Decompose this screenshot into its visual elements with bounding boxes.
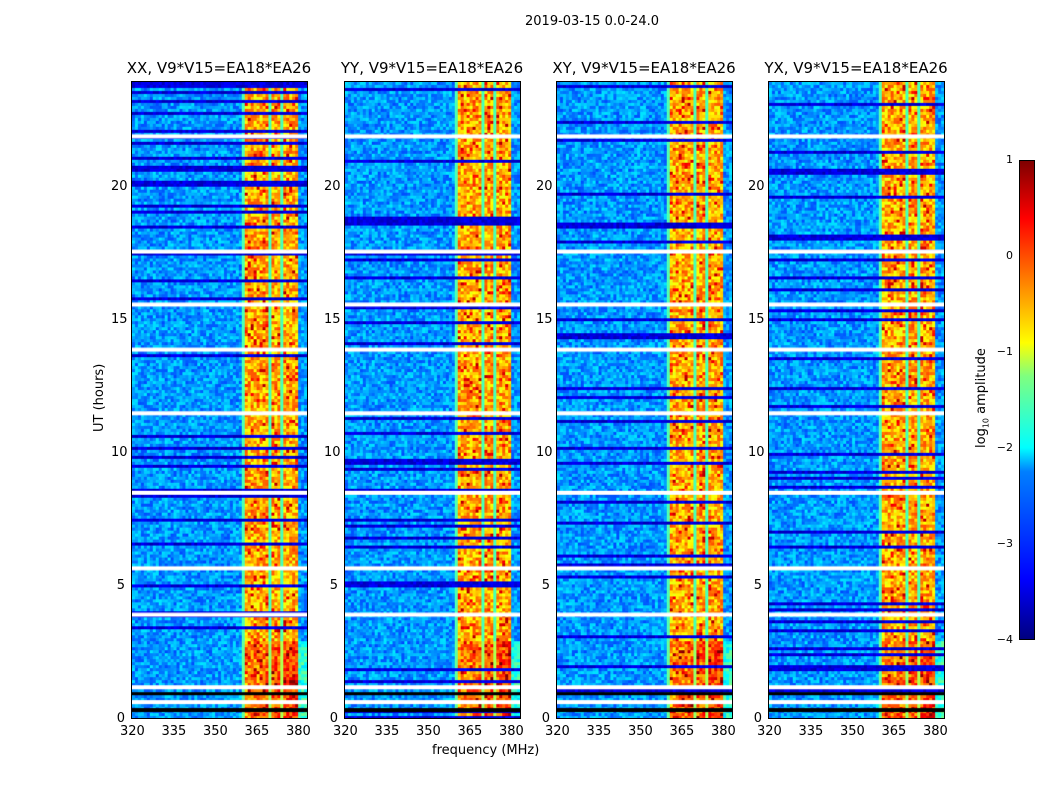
y-tick-label: 20 bbox=[324, 179, 341, 195]
x-tick-label: 365 bbox=[881, 724, 907, 739]
colorbar-tick-label: −4 bbox=[996, 633, 1013, 646]
y-tick-label: 20 bbox=[111, 179, 128, 195]
x-tick-label: 365 bbox=[244, 724, 270, 739]
x-tick-label: 350 bbox=[202, 724, 228, 739]
x-tick-label: 350 bbox=[415, 724, 441, 739]
x-tick-label: 320 bbox=[757, 724, 782, 739]
x-tick-label: 380 bbox=[710, 724, 736, 739]
y-tick-label: 20 bbox=[748, 179, 765, 195]
x-tick-label: 320 bbox=[545, 724, 570, 739]
waterfall-heatmap bbox=[132, 82, 307, 718]
y-axis-label: UT (hours) bbox=[92, 363, 107, 432]
panel-title: YX, V9*V15=EA18*EA26 bbox=[764, 59, 948, 77]
y-tick-label: 15 bbox=[536, 312, 553, 328]
colorbar-tick-label: 0 bbox=[1006, 249, 1013, 262]
waterfall-panel-2 bbox=[556, 81, 733, 719]
x-tick-label: 380 bbox=[285, 724, 311, 739]
x-tick-label: 380 bbox=[498, 724, 524, 739]
y-tick-label: 0 bbox=[753, 711, 762, 726]
y-tick-label: 5 bbox=[753, 578, 762, 594]
y-tick-label: 5 bbox=[116, 578, 125, 594]
y-tick-label: 10 bbox=[536, 445, 553, 461]
x-tick-label: 380 bbox=[922, 724, 948, 739]
colorbar-tick-label: −1 bbox=[996, 345, 1013, 358]
y-tick-label: 20 bbox=[536, 179, 553, 195]
y-tick-label: 15 bbox=[324, 312, 341, 328]
y-tick-label: 5 bbox=[541, 578, 550, 594]
colorbar bbox=[1019, 160, 1035, 640]
x-tick-label: 320 bbox=[120, 724, 145, 739]
colorbar-tick-label: −2 bbox=[996, 441, 1013, 454]
x-tick-label: 335 bbox=[374, 724, 400, 739]
y-tick-label: 10 bbox=[748, 445, 765, 461]
y-tick-label: 15 bbox=[111, 312, 128, 328]
x-tick-label: 365 bbox=[669, 724, 695, 739]
waterfall-panel-1 bbox=[344, 81, 521, 719]
panel-title: XY, V9*V15=EA18*EA26 bbox=[552, 59, 736, 77]
colorbar-label: log10 amplitude bbox=[974, 348, 991, 448]
panel-title: YY, V9*V15=EA18*EA26 bbox=[340, 59, 524, 77]
y-tick-label: 0 bbox=[329, 711, 338, 726]
y-tick-label: 15 bbox=[748, 312, 765, 328]
x-tick-label: 365 bbox=[457, 724, 483, 739]
x-axis-label: frequency (MHz) bbox=[432, 743, 540, 758]
y-tick-label: 0 bbox=[116, 711, 125, 726]
x-tick-label: 350 bbox=[839, 724, 865, 739]
x-tick-label: 335 bbox=[798, 724, 824, 739]
panel-title: XX, V9*V15=EA18*EA26 bbox=[126, 59, 312, 77]
x-tick-label: 350 bbox=[627, 724, 653, 739]
waterfall-panel-0 bbox=[131, 81, 308, 719]
y-tick-label: 0 bbox=[541, 711, 550, 726]
waterfall-heatmap bbox=[557, 82, 732, 718]
waterfall-heatmap bbox=[769, 82, 944, 718]
y-tick-label: 10 bbox=[324, 445, 341, 461]
x-tick-label: 335 bbox=[586, 724, 612, 739]
colorbar-tick-label: 1 bbox=[1006, 153, 1013, 166]
figure-suptitle: 2019-03-15 0.0-24.0 bbox=[525, 14, 659, 29]
x-tick-label: 335 bbox=[161, 724, 187, 739]
colorbar-tick-label: −3 bbox=[996, 537, 1013, 550]
waterfall-panel-3 bbox=[768, 81, 945, 719]
y-tick-label: 5 bbox=[329, 578, 338, 594]
x-tick-label: 320 bbox=[333, 724, 358, 739]
waterfall-heatmap bbox=[345, 82, 520, 718]
y-tick-label: 10 bbox=[111, 445, 128, 461]
